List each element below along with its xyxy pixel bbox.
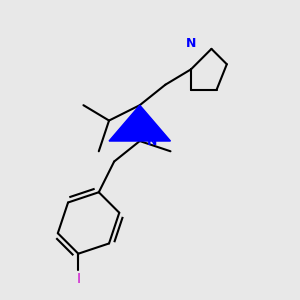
Polygon shape [109,105,170,141]
Text: N: N [147,134,158,148]
Text: N: N [186,37,196,50]
Text: I: I [76,272,80,286]
